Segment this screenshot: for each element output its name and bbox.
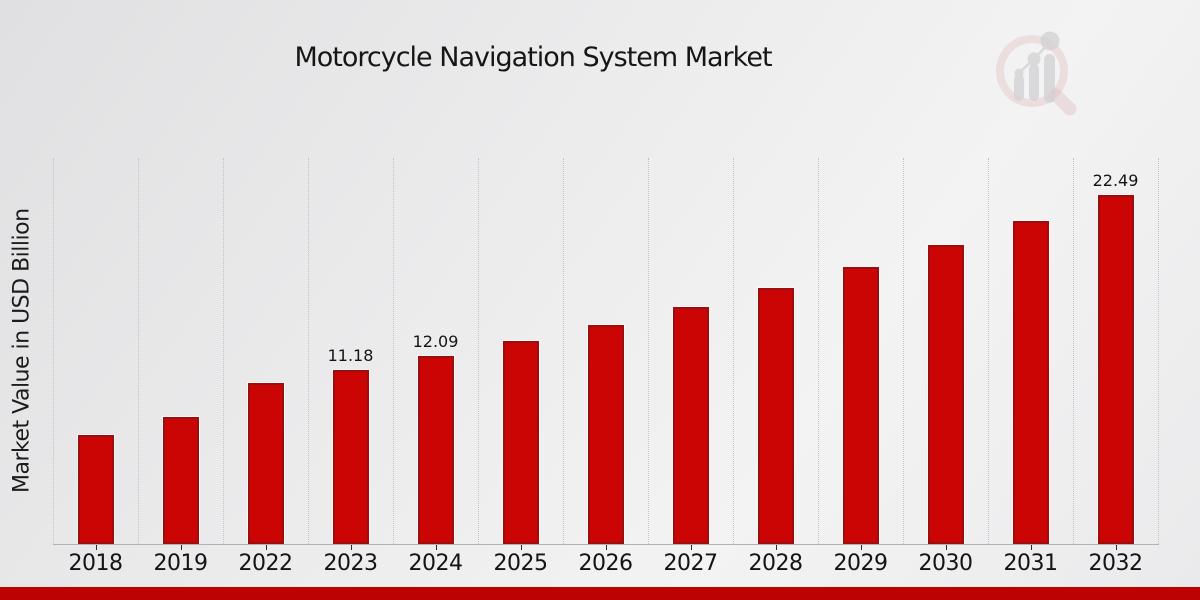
bar-2023 xyxy=(332,370,369,544)
bar-2029 xyxy=(842,267,879,544)
column-gridline xyxy=(1073,158,1074,544)
x-axis-tick xyxy=(1030,545,1032,550)
column-gridline xyxy=(1158,158,1159,544)
column-gridline xyxy=(53,158,54,544)
x-axis-tick xyxy=(860,545,862,550)
column-gridline xyxy=(563,158,564,544)
x-axis-tick xyxy=(435,545,437,550)
bar-2028 xyxy=(757,288,794,544)
bar-2030 xyxy=(927,245,964,544)
column-gridline xyxy=(393,158,394,544)
column-gridline xyxy=(818,158,819,544)
y-axis-label: Market Value in USD Billion xyxy=(9,208,35,494)
bar-2022 xyxy=(247,383,284,544)
column-gridline xyxy=(648,158,649,544)
bar-2026 xyxy=(587,325,624,544)
x-tick-label-2022: 2022 xyxy=(238,551,294,576)
data-label-2023: 11.18 xyxy=(327,346,374,365)
data-label-2024: 12.09 xyxy=(412,332,459,351)
column-gridline xyxy=(223,158,224,544)
x-tick-label-2029: 2029 xyxy=(833,551,889,576)
x-axis-tick xyxy=(95,545,97,550)
x-axis-tick xyxy=(605,545,607,550)
column-gridline xyxy=(308,158,309,544)
bar-2024 xyxy=(417,356,454,544)
x-axis-tick xyxy=(180,545,182,550)
bar-2018 xyxy=(77,435,114,544)
bar-2025 xyxy=(502,341,539,544)
x-tick-label-2023: 2023 xyxy=(323,551,379,576)
bar-2027 xyxy=(672,307,709,544)
column-gridline xyxy=(733,158,734,544)
bottom-red-strip xyxy=(0,587,1200,600)
x-tick-label-2027: 2027 xyxy=(663,551,719,576)
x-axis-tick xyxy=(520,545,522,550)
column-gridline xyxy=(903,158,904,544)
chart-title: Motorcycle Navigation System Market xyxy=(294,42,772,73)
x-tick-label-2028: 2028 xyxy=(748,551,804,576)
x-axis-line xyxy=(53,544,1159,545)
x-axis-tick xyxy=(775,545,777,550)
bar-2019 xyxy=(162,417,199,544)
x-tick-label-2031: 2031 xyxy=(1003,551,1059,576)
column-gridline xyxy=(478,158,479,544)
magnifier-bar-chart-logo xyxy=(996,31,1077,116)
x-axis-tick xyxy=(945,545,947,550)
x-tick-label-2032: 2032 xyxy=(1088,551,1144,576)
x-tick-label-2026: 2026 xyxy=(578,551,634,576)
x-axis-tick xyxy=(690,545,692,550)
x-tick-label-2025: 2025 xyxy=(493,551,549,576)
x-axis-tick xyxy=(1115,545,1117,550)
column-gridline xyxy=(988,158,989,544)
bar-2031 xyxy=(1012,221,1049,544)
column-gridline xyxy=(138,158,139,544)
x-axis-tick xyxy=(350,545,352,550)
x-tick-label-2018: 2018 xyxy=(68,551,124,576)
plot-area: 11.18 12.09 22.49 xyxy=(53,158,1159,544)
x-tick-label-2030: 2030 xyxy=(918,551,974,576)
x-tick-label-2019: 2019 xyxy=(153,551,209,576)
x-tick-label-2024: 2024 xyxy=(408,551,464,576)
data-label-2032: 22.49 xyxy=(1092,171,1139,190)
bar-2032 xyxy=(1097,195,1134,544)
x-axis-tick xyxy=(265,545,267,550)
